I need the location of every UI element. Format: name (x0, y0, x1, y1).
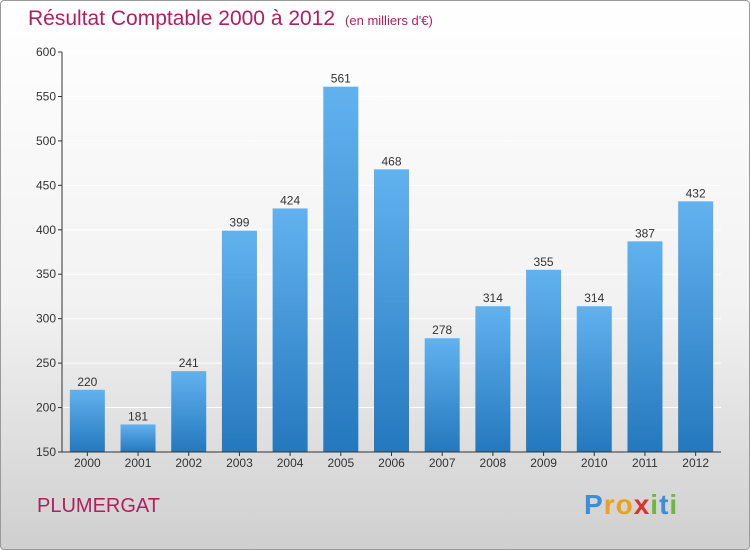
x-tick-label: 2010 (581, 456, 608, 470)
bar-value-label: 468 (381, 154, 401, 168)
logo-letter: P (584, 489, 604, 520)
bar (627, 241, 663, 452)
bar-value-label: 561 (331, 72, 351, 86)
bar-value-label: 314 (584, 291, 604, 305)
commune-name: PLUMERGAT (37, 495, 160, 517)
bar (526, 269, 562, 452)
bars (69, 86, 714, 453)
bar (424, 338, 460, 452)
chart-title-text: Résultat Comptable 2000 à 2012 (28, 7, 336, 30)
bar-value-label: 387 (635, 226, 655, 240)
logo-letter: i (669, 489, 679, 520)
bar (475, 306, 511, 452)
axes (58, 51, 721, 456)
y-tick-label: 200 (36, 401, 56, 415)
logo-letter: o (615, 489, 634, 520)
bar (323, 86, 359, 453)
labels: 150 200 250 300 350 400 450 500 550 600 220 2000 181… (36, 45, 709, 470)
y-tick-label: 250 (36, 356, 56, 370)
y-tick-label: 450 (36, 178, 56, 192)
bar-value-label: 241 (179, 356, 199, 370)
x-tick-label: 2011 (632, 456, 658, 470)
logo-letter: i (650, 489, 660, 520)
bar (120, 424, 156, 452)
x-tick-label: 2006 (378, 456, 405, 470)
logo-letter: r (603, 489, 616, 520)
x-tick-label: 2008 (480, 456, 507, 470)
x-tick-label: 2004 (277, 456, 304, 470)
x-tick-label: 2007 (429, 456, 456, 470)
bar-value-label: 399 (229, 216, 249, 230)
x-tick-label: 2012 (682, 456, 709, 470)
bar (171, 371, 207, 452)
y-tick-label: 150 (36, 445, 56, 459)
logo-letter: x (633, 489, 651, 520)
bar (221, 230, 257, 452)
bar (69, 389, 105, 452)
bar (374, 169, 409, 453)
y-tick-label: 400 (36, 223, 56, 237)
y-tick-label: 600 (36, 45, 56, 59)
x-tick-label: 2003 (226, 456, 253, 470)
proxiti-logo: Proxiti (584, 489, 678, 521)
bar (272, 208, 308, 452)
x-tick-label: 2002 (175, 456, 202, 470)
bar-value-label: 278 (432, 323, 452, 337)
x-tick-label: 2009 (530, 456, 557, 470)
bar (678, 201, 714, 452)
y-tick-label: 350 (36, 267, 56, 281)
x-tick-label: 2001 (125, 456, 152, 470)
y-tick-label: 500 (36, 134, 56, 148)
y-tick-label: 550 (36, 89, 56, 103)
bar (576, 306, 612, 452)
bar-value-label: 314 (483, 291, 503, 305)
unit-note: (en milliers d'€) (345, 13, 433, 28)
bar-value-label: 220 (77, 375, 97, 389)
x-tick-label: 2005 (327, 456, 354, 470)
chart-title: Résultat Comptable 2000 à 2012 (en millie… (28, 7, 433, 31)
bar-value-label: 432 (686, 186, 706, 200)
logo-letter: t (659, 489, 670, 520)
bar-value-label: 181 (128, 409, 148, 423)
x-tick-label: 2000 (74, 456, 101, 470)
bar-value-label: 424 (280, 193, 300, 207)
bar-value-label: 355 (534, 255, 554, 269)
y-tick-label: 300 (36, 312, 56, 326)
